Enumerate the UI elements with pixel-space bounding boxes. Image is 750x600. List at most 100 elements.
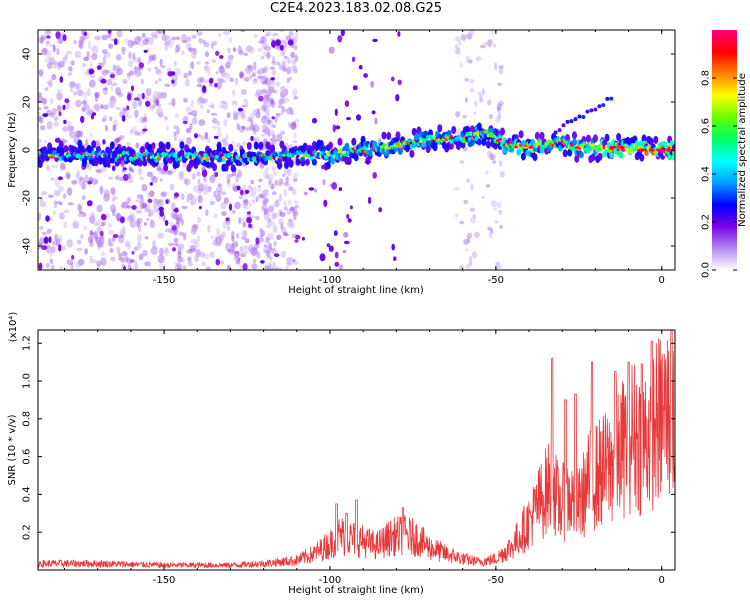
spectrogram-cell <box>263 171 269 179</box>
snr-ytick-label: 0.8 <box>22 411 33 427</box>
spectrogram-cell <box>109 141 115 150</box>
spectrogram-cell <box>185 127 192 134</box>
spectrogram-cell <box>465 248 469 252</box>
spectrogram-cell <box>143 222 147 226</box>
spectrogram-cell <box>119 216 125 224</box>
spectrogram-cell <box>343 240 350 245</box>
spectrogram-cell <box>287 199 292 205</box>
spectrogram-cell <box>50 246 56 254</box>
spectrogram-cell <box>53 190 61 197</box>
spectrogram-cell <box>270 77 276 81</box>
spectrogram-cell <box>222 141 229 147</box>
spectrogram-cell <box>43 105 49 110</box>
spectrogram-cell <box>194 241 200 248</box>
spectrogram-cell <box>233 148 238 153</box>
spectrogram-cell <box>41 97 47 105</box>
spectrogram-cell <box>176 126 180 135</box>
spectrogram-cell <box>174 113 179 118</box>
spectrogram-cell <box>121 115 126 122</box>
spectrogram-cell <box>226 182 231 187</box>
spectrogram-cell <box>191 117 198 125</box>
spectrogram-cell <box>163 248 170 256</box>
spectrogram-cell <box>74 130 82 138</box>
spectrogram-cell <box>487 99 492 106</box>
spectrogram-cell <box>419 140 424 144</box>
spectrogram-cell <box>288 76 293 81</box>
spectrogram-cell <box>62 34 67 42</box>
spectrogram-cell <box>157 232 164 239</box>
spectrogram-cell <box>236 185 241 191</box>
spectrogram-cell <box>184 178 191 186</box>
spectrogram-cell <box>66 239 73 248</box>
spectrogram-cell <box>144 261 151 267</box>
spectrogram-cell <box>72 221 79 229</box>
spectrogram-cell <box>218 104 224 109</box>
spectrogram-cell <box>38 92 43 97</box>
spectrogram-cell <box>87 235 93 244</box>
spectrogram-cell <box>89 61 93 70</box>
spectrogram-cell <box>225 217 230 222</box>
spectrogram-cell <box>38 262 43 270</box>
spectrogram-cell <box>278 30 285 33</box>
spectrogram-cell <box>257 75 264 79</box>
spectrogram-cell <box>363 73 368 78</box>
spectrogram-cell <box>351 137 357 146</box>
spectrogram-cell <box>99 230 104 236</box>
spectrogram-cell <box>246 70 251 75</box>
spectrogram-cell <box>421 142 426 148</box>
snr-frame <box>37 329 676 571</box>
spectrogram-cell <box>464 78 470 83</box>
spectrogram-cell <box>275 199 280 203</box>
spectrogram-cell <box>206 267 210 270</box>
spectrogram-cell <box>44 139 47 144</box>
spectrogram-cell <box>137 241 142 250</box>
spectrogram-cell <box>280 94 287 98</box>
spectrogram-cell <box>255 136 260 143</box>
spectrogram-cell <box>250 179 255 185</box>
snr-ytick-label: 1.0 <box>22 373 33 389</box>
spectrogram-cell <box>190 201 195 206</box>
spectrogram-cell <box>102 221 107 227</box>
spectrogram-cell <box>293 200 299 204</box>
spectrogram-cell <box>494 220 499 224</box>
spectrogram-cell <box>325 161 331 170</box>
spectrogram-cell <box>126 141 131 147</box>
spectrogram-cell <box>358 64 363 70</box>
spectrogram-cell <box>138 166 142 176</box>
spectrogram-cell <box>488 113 493 120</box>
spectrogram-cell <box>260 133 266 137</box>
spectrogram-cell <box>249 74 253 80</box>
spectrogram-cell <box>496 201 502 209</box>
spectrogram-cell <box>279 130 286 135</box>
spectrogram-cell <box>275 39 282 46</box>
spectrogram-cell <box>106 102 112 109</box>
spectrogram-cell <box>106 78 113 86</box>
spectrogram-cell <box>187 261 194 267</box>
spectrogram-cell <box>113 38 118 46</box>
spectrogram-cell <box>473 111 477 115</box>
spectrogram-cell <box>185 106 192 112</box>
spectrogram-cell <box>272 32 279 37</box>
spectrogram-cell <box>230 247 235 255</box>
spectrogram-cell <box>271 69 277 76</box>
spectrogram-cell <box>520 152 526 161</box>
spectrogram-cell <box>127 93 132 101</box>
spectrogram-cell <box>50 97 54 105</box>
spectrogram-cell <box>496 103 502 111</box>
spectrogram-cell <box>186 136 192 145</box>
spectrogram-cell <box>48 236 52 244</box>
spectrogram-cell <box>261 67 267 72</box>
spectrogram-cell <box>160 93 166 99</box>
spectrogram-cell <box>285 257 291 265</box>
spectrogram-cell <box>289 109 293 115</box>
spectrogram-cell <box>126 205 132 209</box>
spectrogram-cell <box>275 81 281 87</box>
spectrogram-cell <box>284 182 290 187</box>
spectrogram-cell <box>47 194 54 198</box>
spectrogram-cell <box>454 213 459 218</box>
spectrogram-cell <box>351 56 356 62</box>
spectrogram-cell <box>565 134 570 142</box>
spectrogram-cell <box>469 79 475 84</box>
spectrogram-cell <box>289 221 295 226</box>
spectrogram-cell <box>609 96 614 101</box>
